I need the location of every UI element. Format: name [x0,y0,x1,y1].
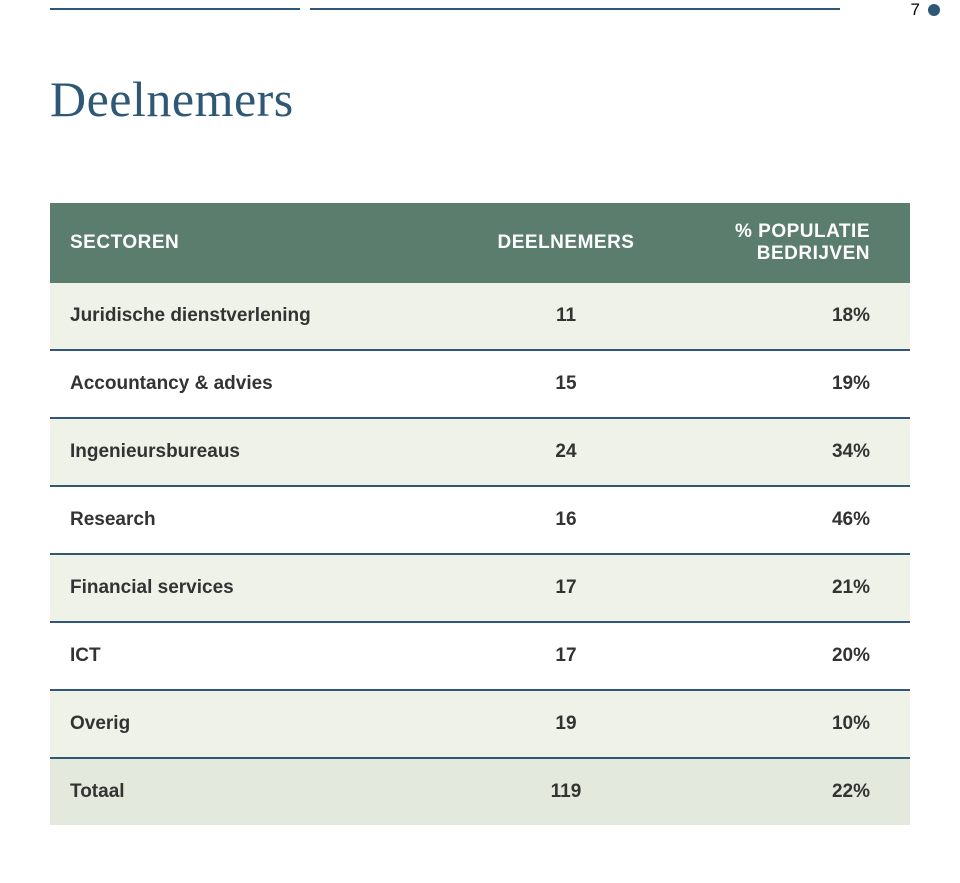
page-number: 7 [911,0,920,20]
cell-deelnemers: 16 [463,486,669,554]
cell-sector: Overig [50,690,463,758]
table-header-row: SECTOREN DEELNEMERS % POPULATIE BEDRIJVE… [50,203,910,283]
cell-sector: Accountancy & advies [50,350,463,418]
column-header-sector: SECTOREN [50,203,463,283]
cell-populatie: 18% [669,283,910,350]
cell-deelnemers: 15 [463,350,669,418]
cell-deelnemers: 17 [463,554,669,622]
table-row: Overig1910% [50,690,910,758]
table-row: Financial services1721% [50,554,910,622]
cell-deelnemers: 11 [463,283,669,350]
cell-deelnemers: 17 [463,622,669,690]
table-row: ICT1720% [50,622,910,690]
column-header-deelnemers: DEELNEMERS [463,203,669,283]
page-number-box: 7 [911,0,940,20]
cell-total-deelnemers: 119 [463,758,669,825]
bullet-icon [928,4,940,16]
cell-deelnemers: 19 [463,690,669,758]
cell-sector: ICT [50,622,463,690]
cell-populatie: 19% [669,350,910,418]
table-row: Ingenieursbureaus2434% [50,418,910,486]
cell-deelnemers: 24 [463,418,669,486]
page-title: Deelnemers [50,70,910,128]
cell-total-label: Totaal [50,758,463,825]
cell-populatie: 34% [669,418,910,486]
table-row: Research1646% [50,486,910,554]
cell-populatie: 10% [669,690,910,758]
table-row: Accountancy & advies1519% [50,350,910,418]
cell-total-populatie: 22% [669,758,910,825]
cell-populatie: 20% [669,622,910,690]
column-header-populatie: % POPULATIE BEDRIJVEN [669,203,910,283]
header-rule [50,0,910,10]
table-row-total: Totaal11922% [50,758,910,825]
table-row: Juridische dienstverlening1118% [50,283,910,350]
sector-table: SECTOREN DEELNEMERS % POPULATIE BEDRIJVE… [50,203,910,825]
cell-sector: Research [50,486,463,554]
cell-sector: Ingenieursbureaus [50,418,463,486]
cell-sector: Financial services [50,554,463,622]
cell-populatie: 21% [669,554,910,622]
cell-populatie: 46% [669,486,910,554]
table-body: Juridische dienstverlening1118%Accountan… [50,283,910,825]
header-rule-right [310,8,840,10]
header-rule-left [50,8,300,10]
page: 7 Deelnemers SECTOREN DEELNEMERS % POPUL… [0,0,960,883]
cell-sector: Juridische dienstverlening [50,283,463,350]
